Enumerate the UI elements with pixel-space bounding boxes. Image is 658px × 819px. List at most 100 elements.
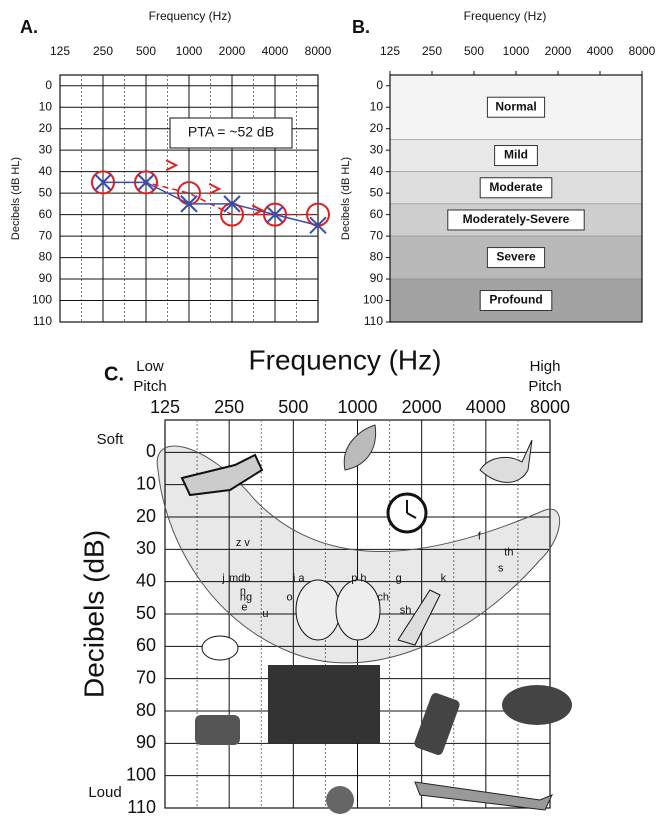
y-tick-label: 90 <box>39 271 53 285</box>
low-pitch-label: Pitch <box>133 378 166 395</box>
axis-title: Frequency (Hz) <box>149 9 232 23</box>
crowd-icon <box>268 665 380 743</box>
point <box>223 195 241 213</box>
x-tick-label: 1000 <box>337 397 377 417</box>
band-label: Profound <box>489 293 542 307</box>
y-tick-label: 70 <box>136 667 156 687</box>
y-tick-label: 80 <box>370 250 384 264</box>
y-tick-label: 60 <box>370 207 384 221</box>
point <box>180 195 198 213</box>
y-tick-label: 20 <box>136 506 156 526</box>
y-tick-label: 0 <box>376 78 383 92</box>
x-tick-label: 125 <box>380 44 400 58</box>
annotation-box <box>169 117 293 149</box>
dog-icon <box>201 635 239 661</box>
clock-hands <box>406 500 417 519</box>
x-tick-label: 4000 <box>262 44 289 58</box>
y-tick-label: 70 <box>39 228 53 242</box>
y-tick-label: 60 <box>39 207 53 221</box>
y-tick-label: 40 <box>39 164 53 178</box>
x-tick-label: 8000 <box>530 397 570 417</box>
x-tick-label: 2000 <box>545 44 572 58</box>
axis-title: Frequency (Hz) <box>464 9 547 23</box>
y-tick-label: 110 <box>33 314 52 328</box>
y-tick-label: 10 <box>370 99 384 113</box>
bird-icon <box>479 439 533 483</box>
speech-sound: k <box>441 572 447 584</box>
motorcycle-icon <box>502 685 572 725</box>
speech-sound: mdb <box>229 572 250 584</box>
annotation: PTA = ~52 dB <box>188 124 274 140</box>
x-tick-label: 125 <box>50 44 70 58</box>
speech-sound: j <box>221 572 224 584</box>
y-axis-title: Decibels (dB HL) <box>10 157 22 240</box>
band-label: Moderate <box>489 180 543 194</box>
band-label-box <box>479 290 553 312</box>
y-tick-label: 70 <box>370 228 384 242</box>
high-pitch-label: High <box>530 358 561 375</box>
x-tick-label: 8000 <box>305 44 332 58</box>
y-tick-label: 90 <box>136 732 156 752</box>
y-tick-label: 100 <box>363 293 383 307</box>
y-tick-label: 50 <box>136 603 156 623</box>
y-tick-label: 30 <box>370 142 384 156</box>
point <box>263 202 287 227</box>
x-tick-label: 250 <box>422 44 442 58</box>
speech-sound: i a <box>293 572 306 584</box>
vacuum-icon <box>397 589 441 646</box>
point <box>137 173 155 192</box>
band-label-box <box>486 96 546 118</box>
y-tick-label: 40 <box>136 570 156 590</box>
y-tick-label: 110 <box>364 314 383 328</box>
person-icon <box>335 579 381 641</box>
speech-sound: g <box>396 572 402 584</box>
band-label-box <box>486 247 546 269</box>
speech-sound: ch <box>377 592 389 604</box>
y-tick-label: 20 <box>370 121 384 135</box>
x-tick-label: 4000 <box>587 44 614 58</box>
speech-sound: s <box>498 563 504 575</box>
illustrations <box>156 424 572 814</box>
band-label: Normal <box>495 99 536 113</box>
speech-sound: sh <box>400 605 412 617</box>
y-axis-title: Decibels (dB) <box>78 530 109 698</box>
soft-label: Soft <box>97 431 125 448</box>
band-label-box <box>447 209 585 231</box>
point <box>309 216 327 235</box>
x-tick-label: 8000 <box>629 44 656 58</box>
y-tick-label: 80 <box>136 700 156 720</box>
series-line <box>103 181 319 227</box>
airplane-icon <box>414 781 553 811</box>
y-tick-label: 30 <box>136 538 156 558</box>
y-tick-label: 80 <box>39 250 53 264</box>
point <box>165 159 179 172</box>
y-tick-label: 0 <box>45 78 52 92</box>
panel-label: C. <box>104 363 124 385</box>
x-tick-label: 250 <box>93 44 113 58</box>
mower-icon <box>195 715 240 745</box>
x-tick-label: 250 <box>214 397 244 417</box>
speech-sound: e <box>241 601 247 613</box>
y-tick-label: 40 <box>370 164 384 178</box>
y-tick-label: 100 <box>126 764 156 784</box>
x-tick-label: 500 <box>464 44 484 58</box>
speech-sound: th <box>504 546 513 558</box>
point <box>208 182 222 195</box>
loud-label: Loud <box>88 784 121 801</box>
phone-icon <box>414 693 460 755</box>
x-tick-label: 2000 <box>219 44 246 58</box>
y-tick-label: 30 <box>39 142 53 156</box>
speech-banana <box>156 445 561 664</box>
speech-sound: f <box>478 530 482 542</box>
band-label: Severe <box>496 250 536 264</box>
y-tick-label: 110 <box>127 797 156 817</box>
high-pitch-label: Pitch <box>528 378 561 395</box>
x-tick-label: 500 <box>136 44 156 58</box>
band-label-box <box>494 145 538 167</box>
speech-sound: o <box>286 592 292 604</box>
y-tick-label: 50 <box>370 185 384 199</box>
band-label: Mild <box>504 148 528 162</box>
faucet-icon <box>180 453 264 497</box>
y-tick-label: 90 <box>370 271 384 285</box>
y-axis-title: Decibels (dB HL) <box>340 157 352 240</box>
